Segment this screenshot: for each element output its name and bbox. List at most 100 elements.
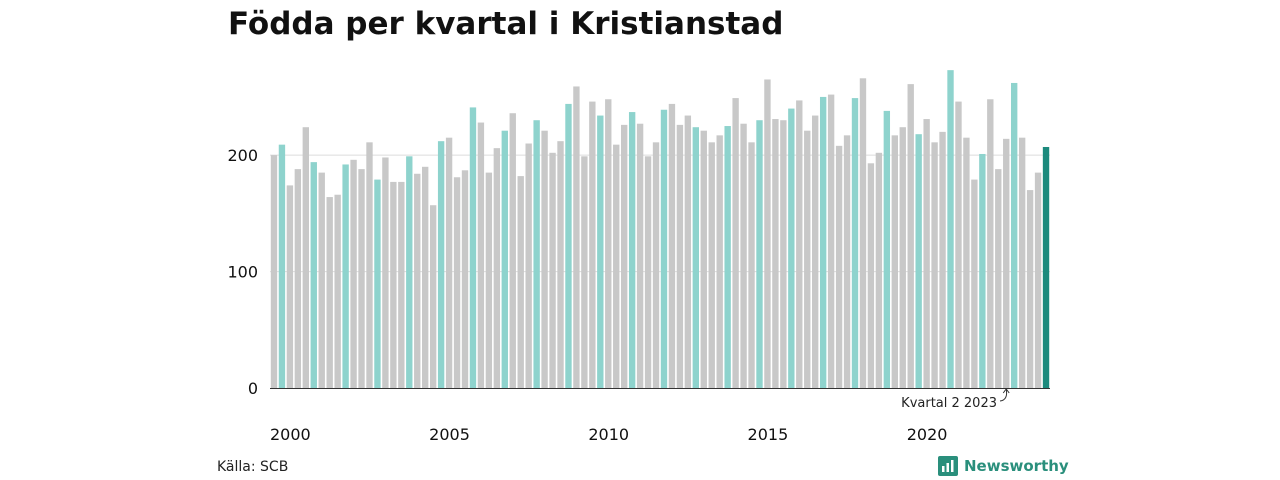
bar (835, 145, 843, 388)
bar (891, 135, 898, 388)
bar (461, 170, 469, 388)
bar (390, 181, 397, 388)
bar (676, 124, 684, 389)
bar (342, 164, 349, 388)
bar (883, 110, 891, 389)
bar (732, 98, 739, 388)
bar (294, 169, 302, 388)
bar (493, 148, 501, 388)
bar (819, 96, 827, 389)
bar (589, 101, 596, 388)
bar (660, 109, 668, 389)
bar (796, 100, 803, 389)
bar (525, 143, 532, 388)
bar (1003, 138, 1010, 388)
y-tick-label: 200 (227, 146, 258, 165)
bar (621, 124, 628, 389)
bars (270, 70, 1050, 389)
bar (286, 185, 294, 388)
bar (573, 86, 580, 388)
bar (812, 115, 819, 388)
bar (780, 120, 787, 389)
brand-label: Newsworthy (964, 457, 1069, 475)
source-label: Källa: SCB (217, 459, 289, 475)
bar (318, 172, 325, 388)
bar (748, 142, 755, 388)
bar (923, 119, 930, 389)
bar (756, 120, 763, 389)
bar (414, 173, 421, 388)
x-tick-label: 2015 (748, 425, 789, 444)
bar (1042, 146, 1050, 388)
bar (445, 137, 453, 388)
bar (955, 101, 962, 388)
bar (613, 144, 620, 388)
bar (422, 166, 429, 388)
bar (804, 130, 811, 388)
bar (859, 78, 867, 389)
bar (851, 98, 859, 388)
bar (1011, 82, 1018, 389)
bar (350, 159, 357, 388)
bar (899, 127, 906, 388)
chart-title: Födda per kvartal i Kristianstad (228, 6, 784, 42)
bar (867, 163, 875, 388)
bar (740, 123, 747, 389)
bar (366, 142, 373, 388)
bar (995, 169, 1002, 388)
bar (971, 179, 978, 388)
bar (636, 123, 644, 389)
bar (788, 108, 795, 388)
bar (437, 141, 445, 388)
bar (485, 172, 493, 388)
bar (692, 127, 699, 388)
bar (875, 152, 883, 388)
bar (453, 177, 461, 388)
bar (915, 134, 922, 388)
bar (668, 103, 676, 388)
bar (628, 112, 636, 388)
y-tick-label: 100 (227, 263, 258, 282)
annotation: Kvartal 2 2023 (901, 388, 1010, 411)
bar (1026, 190, 1034, 388)
bar (358, 169, 365, 388)
bar (597, 115, 604, 388)
newsworthy-logo-icon (938, 456, 958, 476)
bar (700, 130, 707, 388)
bar (963, 137, 970, 388)
bar (581, 156, 588, 388)
bar (939, 131, 946, 389)
bar (565, 103, 572, 388)
x-tick-label: 2010 (588, 425, 629, 444)
bar (716, 135, 723, 388)
bar (406, 156, 413, 388)
bar (334, 194, 341, 388)
bar (501, 130, 508, 388)
bar (398, 181, 405, 388)
bar (708, 142, 715, 388)
bar (1018, 137, 1026, 388)
bar (469, 107, 477, 388)
bar (724, 126, 731, 388)
bar (382, 157, 389, 388)
bar (310, 162, 317, 388)
bar (517, 176, 524, 388)
bar (429, 205, 437, 388)
brand-logo: Newsworthy (938, 456, 1069, 476)
bar (549, 152, 556, 388)
x-tick-label: 2005 (429, 425, 470, 444)
bar (541, 130, 548, 388)
bar (302, 127, 309, 388)
bar (979, 153, 986, 388)
bar (557, 141, 564, 388)
x-tick-label: 2020 (907, 425, 948, 444)
bar (987, 99, 994, 388)
bar (1034, 172, 1042, 388)
bar (533, 120, 540, 389)
y-tick-label: 0 (248, 379, 258, 398)
bar (931, 142, 938, 388)
bar (772, 119, 779, 389)
bar (374, 179, 381, 388)
bar (605, 99, 612, 388)
